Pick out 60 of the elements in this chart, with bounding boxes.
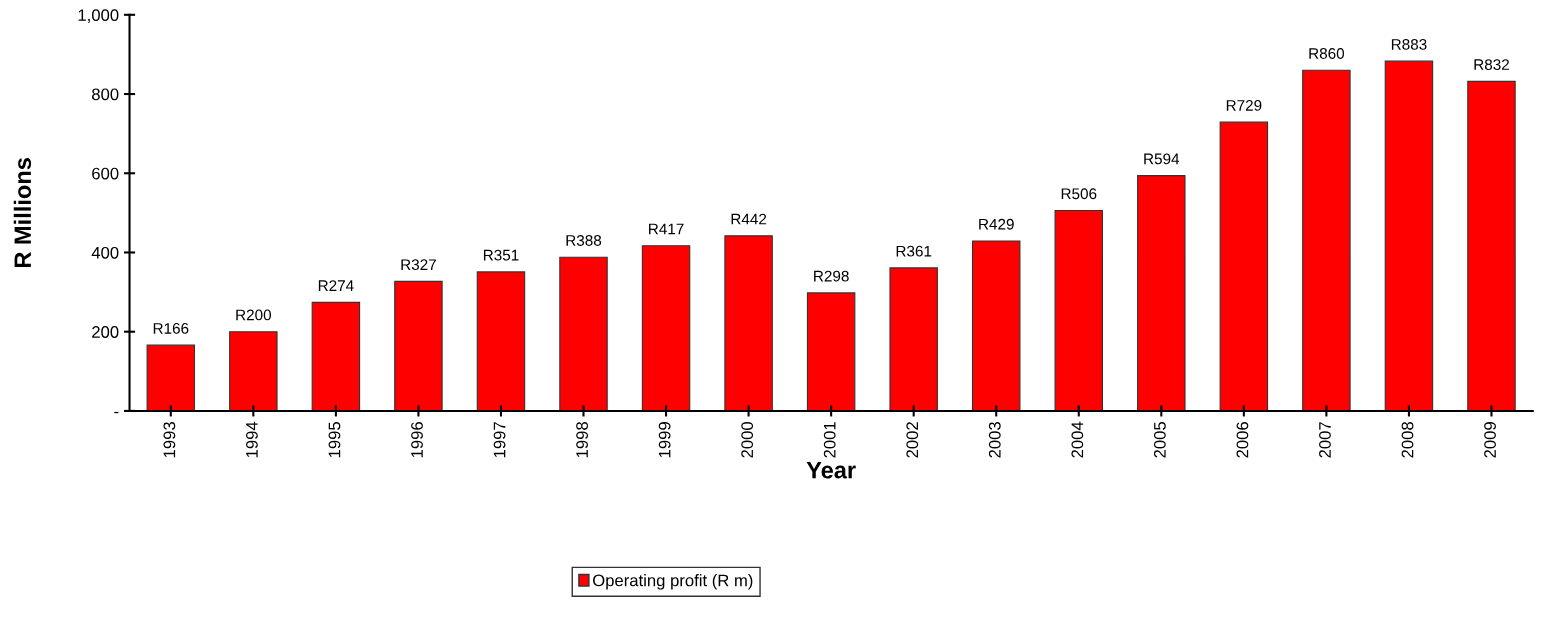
y-tick-label: 400 — [91, 246, 119, 259]
x-tick-label: 1995 — [328, 422, 341, 458]
y-tick-label: 1,000 — [78, 9, 119, 23]
bar — [394, 280, 443, 411]
data-label: R832 — [1474, 59, 1509, 70]
x-tick-label: 1993 — [163, 422, 176, 458]
data-label: R429 — [979, 218, 1014, 230]
bar — [971, 240, 1021, 411]
data-label: R361 — [896, 245, 932, 257]
data-label: R327 — [401, 259, 436, 271]
data-label: R417 — [649, 223, 684, 235]
x-tick-label: 1998 — [576, 422, 588, 458]
x-tick-label: 2002 — [906, 422, 919, 458]
bar — [889, 267, 938, 411]
bar — [311, 301, 361, 411]
data-label: R442 — [731, 213, 767, 225]
data-label: R594 — [1144, 153, 1180, 165]
x-tick-label: 2000 — [741, 421, 754, 458]
x-tick-label: 1994 — [246, 421, 258, 458]
bar — [1384, 60, 1434, 411]
bar — [641, 245, 691, 411]
x-tick-label: 2008 — [1401, 422, 1414, 458]
x-tick-label: 2004 — [1071, 421, 1084, 458]
y-tick-label: - — [114, 411, 119, 414]
bar — [229, 331, 278, 411]
data-label: R351 — [483, 249, 519, 261]
data-label: R274 — [318, 280, 354, 291]
bar — [476, 271, 526, 411]
data-label: R883 — [1391, 38, 1427, 50]
y-tick-label: 200 — [92, 326, 119, 338]
x-tick-label: 2001 — [823, 422, 836, 458]
x-tick-label: 1996 — [411, 422, 423, 458]
y-tick-label: 600 — [92, 167, 119, 180]
bar — [1467, 80, 1516, 411]
x-tick-label: 2007 — [1319, 422, 1331, 458]
x-tick-label: 2009 — [1484, 422, 1496, 458]
x-tick-label: 1999 — [658, 422, 671, 458]
x-tick-label: 2005 — [1153, 422, 1166, 458]
data-label: R298 — [814, 270, 849, 282]
data-label: R860 — [1309, 48, 1345, 59]
data-label: R729 — [1226, 99, 1262, 111]
data-label: R200 — [236, 309, 272, 321]
x-tick-label: 2006 — [1236, 422, 1249, 458]
y-axis-title: R Millions — [13, 158, 32, 268]
legend-label: Operating profit (R m) — [593, 574, 753, 590]
x-axis-title: Year — [806, 462, 856, 479]
bar — [1137, 175, 1186, 411]
bar — [1219, 121, 1269, 411]
data-label: R166 — [153, 323, 189, 334]
y-tick-label: 800 — [92, 88, 119, 101]
bar — [806, 292, 856, 411]
data-label: R388 — [566, 235, 602, 246]
bar — [559, 256, 608, 411]
bar — [1302, 69, 1351, 411]
x-tick-label: 2003 — [988, 422, 1001, 458]
data-label: R506 — [1061, 188, 1097, 200]
x-tick-label: 1997 — [493, 422, 506, 458]
bar — [1054, 209, 1104, 411]
bar — [146, 344, 196, 411]
bar — [724, 235, 773, 411]
